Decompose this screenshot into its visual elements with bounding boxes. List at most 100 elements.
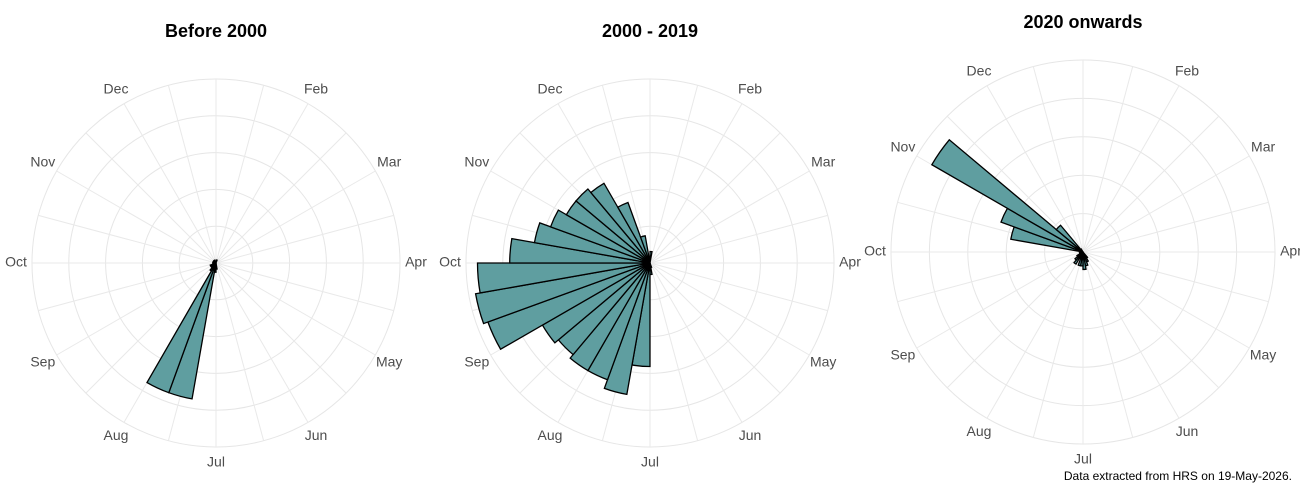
- grid-spoke: [1082, 251, 1134, 438]
- grid-spoke: [601, 85, 651, 264]
- month-label-jul: Jul: [207, 454, 225, 470]
- grid-spoke: [1082, 66, 1134, 253]
- grid-spoke: [649, 262, 743, 423]
- grid-spoke: [215, 262, 394, 312]
- polar-chart-3: Feb Mar Apr May Jun Jul Aug Sep Oct Nov Dec 2020 on…: [864, 12, 1300, 467]
- month-label-sep: Sep: [30, 354, 55, 370]
- grid-spoke: [916, 251, 1084, 349]
- grid-spoke: [649, 170, 810, 264]
- grid-spoke: [85, 262, 217, 394]
- grid-spoke: [215, 262, 376, 356]
- grid-spoke: [1082, 251, 1269, 303]
- grid-spoke: [85, 132, 217, 264]
- polar-chart-1: Feb Mar Apr May Jun Jul Aug Sep Oct Nov Dec Before …: [5, 21, 427, 470]
- month-label-jul: Jul: [641, 454, 659, 470]
- bar: [549, 209, 651, 264]
- month-label-feb: Feb: [1175, 63, 1199, 79]
- grid-spoke: [215, 170, 376, 264]
- chart-title: 2000 - 2019: [602, 21, 698, 41]
- month-label-oct: Oct: [5, 254, 27, 270]
- month-label-mar: Mar: [377, 154, 401, 170]
- month-label-may: May: [376, 354, 402, 370]
- grid-spoke: [1082, 155, 1250, 253]
- month-label-aug: Aug: [538, 427, 563, 443]
- grid-spoke: [38, 262, 217, 312]
- month-label-oct: Oct: [864, 243, 886, 259]
- grid-spoke: [215, 85, 265, 264]
- grid-spoke: [649, 214, 828, 264]
- grid-spoke: [56, 262, 217, 356]
- chart-title: Before 2000: [165, 21, 267, 41]
- month-label-jul: Jul: [1074, 451, 1092, 467]
- bar: [589, 182, 651, 264]
- bar: [649, 250, 653, 264]
- grid-spoke: [38, 214, 217, 264]
- month-label-dec: Dec: [538, 81, 563, 97]
- grid-spoke: [897, 251, 1084, 303]
- grid-spoke: [986, 85, 1084, 253]
- grid-spoke: [649, 85, 699, 264]
- month-label-feb: Feb: [304, 81, 328, 97]
- grid-spoke: [1082, 201, 1269, 253]
- month-label-mar: Mar: [1251, 139, 1275, 155]
- month-label-jun: Jun: [305, 427, 328, 443]
- grid-spoke: [1082, 251, 1180, 419]
- grid-spoke: [56, 170, 217, 264]
- bar: [639, 235, 651, 264]
- month-label-aug: Aug: [104, 427, 129, 443]
- bar: [146, 262, 217, 394]
- grid-spoke: [986, 251, 1084, 419]
- grid-spoke: [649, 262, 828, 312]
- grid-spoke: [649, 132, 781, 264]
- grid-spoke: [215, 262, 347, 394]
- grid-spoke: [215, 103, 309, 264]
- month-label-may: May: [1250, 347, 1276, 363]
- month-label-apr: Apr: [839, 254, 861, 270]
- grid-spoke: [946, 251, 1084, 389]
- month-label-dec: Dec: [967, 63, 992, 79]
- month-label-feb: Feb: [738, 81, 762, 97]
- chart-title: 2020 onwards: [1023, 12, 1142, 32]
- month-label-nov: Nov: [30, 154, 55, 170]
- bar: [930, 138, 1084, 253]
- bar: [474, 262, 651, 325]
- grid-spoke: [1032, 251, 1084, 438]
- month-label-apr: Apr: [1280, 243, 1300, 259]
- bar: [616, 201, 651, 264]
- month-label-apr: Apr: [405, 254, 427, 270]
- bar: [476, 262, 651, 294]
- grid-spoke: [1082, 115, 1220, 253]
- grid-spoke: [649, 262, 699, 441]
- grid-spoke: [1082, 251, 1250, 349]
- grid-spoke: [215, 262, 309, 423]
- month-label-nov: Nov: [890, 139, 915, 155]
- polar-chart-2: Feb Mar Apr May Jun Jul Aug Sep Oct Nov Dec 2000 - …: [439, 21, 861, 470]
- grid-spoke: [215, 214, 394, 264]
- month-label-nov: Nov: [464, 154, 489, 170]
- grid-spoke: [215, 132, 347, 264]
- grid-spoke: [123, 103, 217, 264]
- month-label-dec: Dec: [104, 81, 129, 97]
- month-label-may: May: [810, 354, 836, 370]
- grid-spoke: [649, 262, 781, 394]
- month-label-jun: Jun: [739, 427, 762, 443]
- grid-spoke: [1032, 66, 1084, 253]
- month-label-oct: Oct: [439, 254, 461, 270]
- grid-spoke: [649, 103, 743, 264]
- bar: [1082, 251, 1087, 271]
- caption: Data extracted from HRS on 19-May-2026.: [1063, 469, 1292, 483]
- month-label-jun: Jun: [1176, 423, 1199, 439]
- month-label-sep: Sep: [890, 347, 915, 363]
- bar: [569, 262, 651, 372]
- month-label-mar: Mar: [811, 154, 835, 170]
- grid-spoke: [649, 262, 810, 356]
- bar: [575, 188, 651, 264]
- month-label-sep: Sep: [464, 354, 489, 370]
- month-label-aug: Aug: [967, 423, 992, 439]
- bar: [1079, 248, 1084, 253]
- grid-spoke: [215, 262, 265, 441]
- grid-spoke: [1082, 85, 1180, 253]
- bar: [213, 259, 217, 264]
- bar: [1055, 224, 1084, 253]
